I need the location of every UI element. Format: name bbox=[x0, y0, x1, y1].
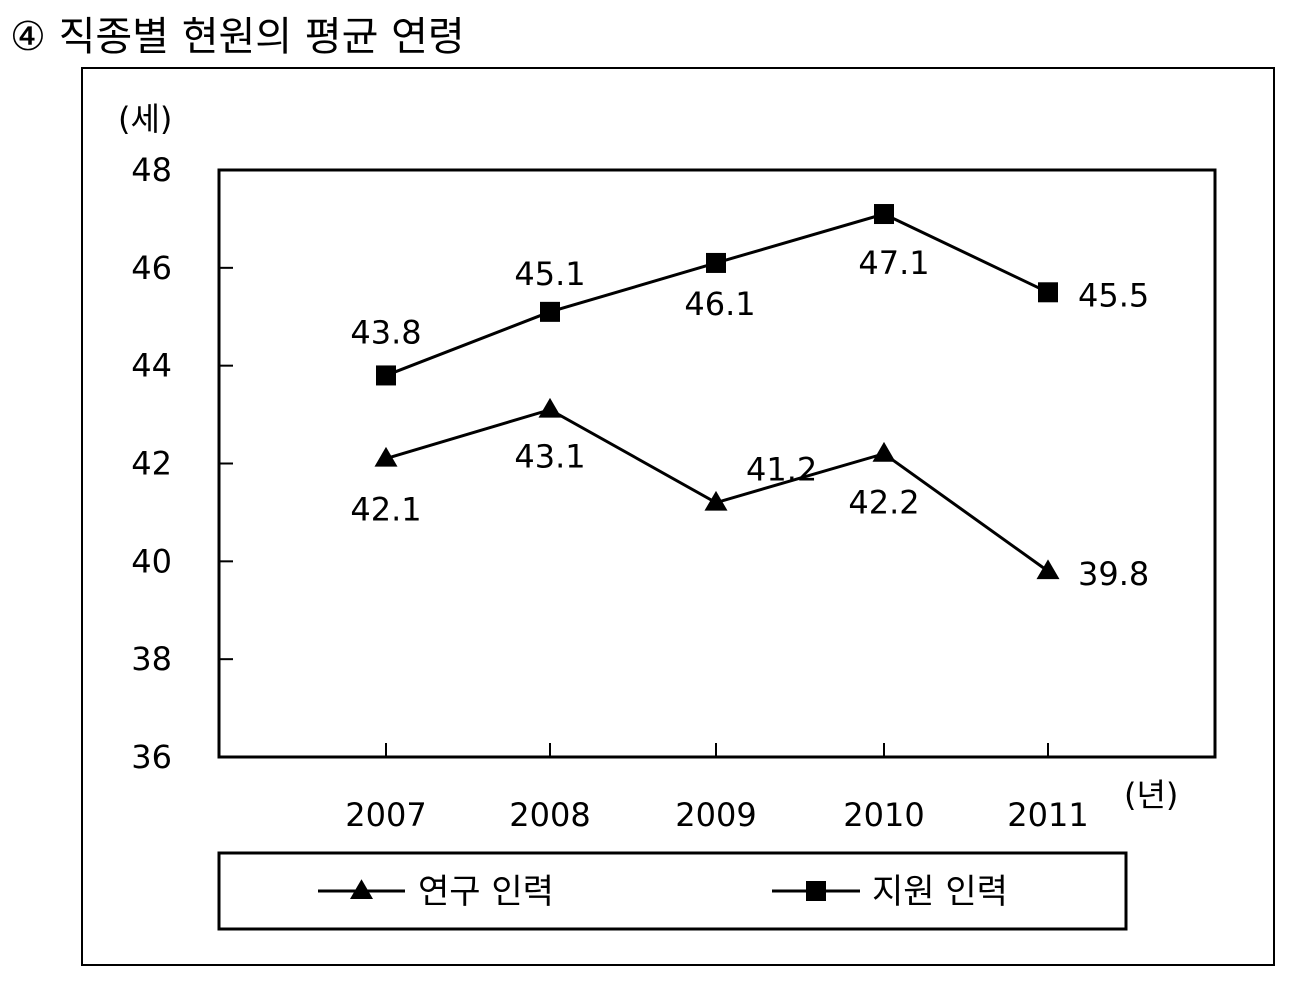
x-tick-label: 2011 bbox=[1007, 796, 1088, 834]
chart-frame bbox=[81, 67, 1275, 966]
legend-entry-label: 연구 인력 bbox=[418, 872, 554, 912]
data-label: 43.8 bbox=[350, 313, 421, 351]
triangle-marker bbox=[350, 879, 373, 899]
triangle-marker bbox=[872, 441, 896, 462]
data-label: 42.1 bbox=[350, 491, 421, 529]
series-line-research bbox=[385, 408, 1049, 573]
legend: 연구 인력 지원 인력 bbox=[217, 851, 1128, 931]
data-label: 46.1 bbox=[684, 285, 755, 323]
triangle-marker bbox=[374, 446, 398, 467]
x-tick-label: 2007 bbox=[345, 796, 426, 834]
triangle-marker bbox=[1036, 559, 1060, 580]
data-label: 45.5 bbox=[1078, 276, 1149, 314]
y-tick-label: 40 bbox=[131, 542, 172, 580]
data-label: 45.1 bbox=[514, 255, 585, 293]
legend-entry-label: 지원 인력 bbox=[872, 872, 1008, 912]
data-label: 42.2 bbox=[848, 484, 919, 522]
x-axis-unit-label: (년) bbox=[1124, 776, 1178, 814]
data-label: 43.1 bbox=[514, 438, 585, 476]
y-axis-unit-label: (세) bbox=[118, 100, 172, 138]
x-tick-label: 2008 bbox=[509, 796, 590, 834]
square-marker bbox=[874, 204, 894, 225]
y-tick-label: 44 bbox=[131, 347, 172, 385]
data-label: 39.8 bbox=[1078, 555, 1149, 593]
legend-items: 연구 인력 지원 인력 bbox=[318, 872, 1008, 912]
y-tick-label: 48 bbox=[131, 151, 172, 189]
triangle-marker bbox=[538, 397, 562, 418]
square-marker bbox=[706, 252, 726, 273]
chart-heading: ④ 직종별 현원의 평균 연령 bbox=[10, 14, 465, 60]
y-tick-label: 42 bbox=[131, 445, 172, 483]
data-label: 41.2 bbox=[746, 451, 817, 489]
y-tick-label: 38 bbox=[131, 640, 172, 678]
y-tick-label: 36 bbox=[131, 738, 172, 776]
data-label: 47.1 bbox=[858, 244, 929, 282]
plot-area: 48 46 44 42 40 38 36 2007 2008 2009 2010 2011 42.1 43… bbox=[131, 151, 1217, 834]
square-marker bbox=[806, 881, 826, 901]
x-tick-label: 2010 bbox=[843, 796, 924, 834]
square-marker bbox=[540, 301, 560, 322]
x-tick-label: 2009 bbox=[675, 796, 756, 834]
triangle-marker bbox=[704, 490, 728, 511]
legend-box bbox=[217, 851, 1128, 931]
y-tick-label: 46 bbox=[131, 249, 172, 287]
square-marker bbox=[1038, 282, 1058, 303]
square-marker bbox=[376, 365, 396, 386]
